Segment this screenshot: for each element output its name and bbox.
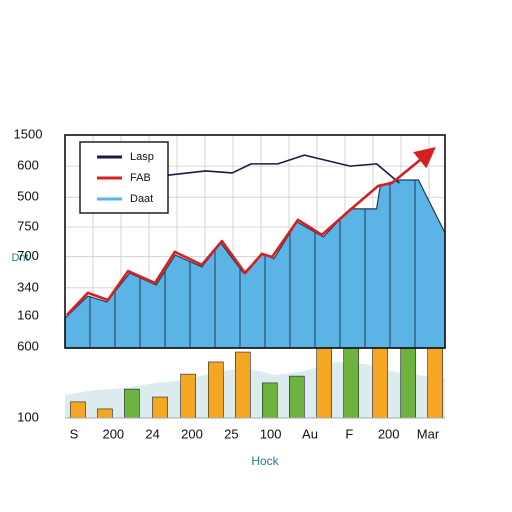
bar: [316, 346, 332, 419]
bar: [70, 401, 86, 419]
y-tick-label: 600: [17, 339, 39, 354]
bar: [343, 339, 359, 419]
x-tick-label: F: [345, 426, 353, 441]
legend-label: Daat: [130, 193, 153, 205]
bar: [262, 382, 278, 419]
legend-label: FAB: [130, 172, 151, 184]
x-tick-label: S: [70, 426, 79, 441]
bar: [97, 408, 113, 419]
plot: [64, 147, 446, 419]
y-tick-label: 340: [17, 279, 39, 294]
background-area: [65, 362, 445, 418]
x-axis-label: Hock: [251, 454, 279, 468]
line: [65, 147, 436, 316]
y-axis-label: Dnt: [11, 252, 28, 264]
x-tick-label: Mar: [417, 426, 440, 441]
x-tick-label: 200: [378, 426, 400, 441]
x-tick-label: 100: [260, 426, 282, 441]
y-tick-label: 500: [17, 189, 39, 204]
bar: [180, 373, 196, 419]
x-tick-label: 200: [181, 426, 203, 441]
y-tick-label: 600: [17, 158, 39, 173]
y-tick-label: 1500: [14, 126, 43, 141]
x-tick-label: 200: [102, 426, 124, 441]
y-tick-label: 750: [17, 218, 39, 233]
x-tick-label: 24: [145, 426, 159, 441]
y-tick-label: 100: [17, 409, 39, 424]
x-tick-label: Au: [302, 426, 318, 441]
y-tick-label: 160: [17, 308, 39, 323]
y-tick-label: 700: [17, 248, 39, 263]
bar: [208, 361, 224, 419]
legend-box: [79, 141, 169, 214]
x-tick-label: 25: [224, 426, 238, 441]
bar: [152, 396, 168, 419]
line: [159, 154, 400, 184]
bar: [400, 343, 416, 419]
plot-frame: [64, 134, 446, 349]
bar: [288, 375, 305, 419]
bar: [235, 351, 251, 419]
bar: [124, 388, 140, 419]
legend-label: Lasp: [130, 151, 154, 163]
legend: Lasp FAB Daat: [79, 141, 169, 214]
